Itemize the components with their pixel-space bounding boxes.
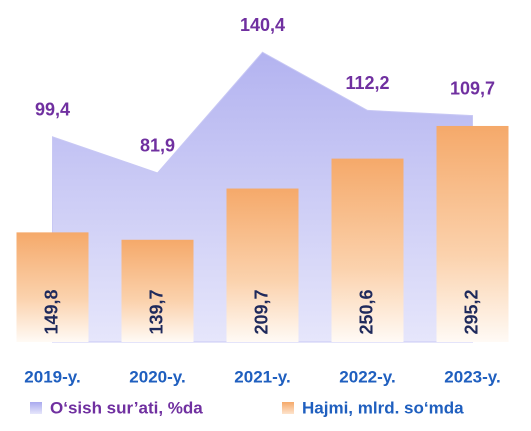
bar	[16, 232, 89, 342]
bar	[121, 239, 194, 342]
data-label: 81,9	[140, 136, 175, 156]
x-tick-label: 2021-y.	[234, 367, 290, 386]
data-label: 250,6	[356, 289, 376, 334]
data-label: 99,4	[35, 100, 70, 120]
bar	[331, 158, 404, 342]
data-label: 109,7	[450, 78, 495, 98]
data-label: 149,8	[41, 289, 61, 334]
legend-label: O‘sish sur’ati, %da	[50, 398, 203, 417]
x-tick-label: 2022-y.	[339, 367, 395, 386]
bar	[226, 188, 299, 342]
bar	[436, 125, 509, 342]
legend-swatch	[30, 402, 42, 414]
x-tick-label: 2023-y.	[444, 367, 500, 386]
data-label: 139,7	[146, 289, 166, 334]
x-tick-label: 2020-y.	[129, 367, 185, 386]
legend-swatch	[282, 402, 294, 414]
data-label: 295,2	[461, 289, 481, 334]
legend-label: Hajmi, mlrd. so‘mda	[302, 398, 464, 417]
data-label: 140,4	[240, 15, 285, 35]
data-label: 112,2	[345, 73, 389, 93]
x-tick-label: 2019-y.	[24, 367, 80, 386]
data-label: 209,7	[251, 289, 271, 334]
